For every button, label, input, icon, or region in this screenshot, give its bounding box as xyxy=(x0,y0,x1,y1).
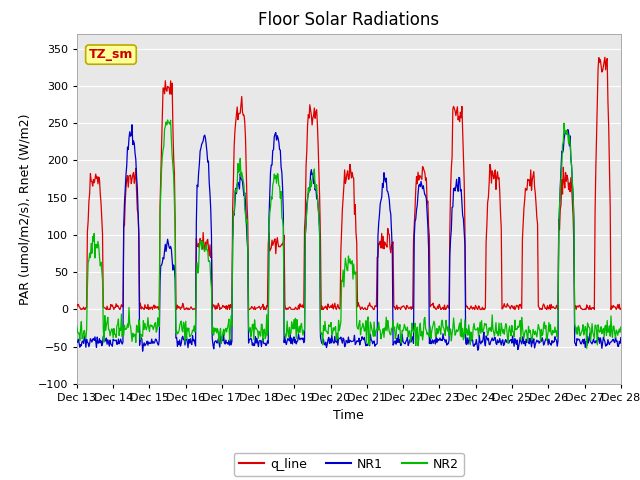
q_line xyxy=(195,240,202,246)
NR2 xyxy=(223,325,231,331)
NR2 xyxy=(83,326,90,332)
Line: q_line: q_line xyxy=(77,57,621,310)
NR1 xyxy=(617,335,625,341)
NR1 xyxy=(128,122,136,128)
NR1 xyxy=(83,336,90,342)
X-axis label: Time: Time xyxy=(333,408,364,421)
NR1 xyxy=(417,184,424,190)
q_line xyxy=(601,54,609,60)
q_line xyxy=(140,306,147,312)
q_line xyxy=(223,307,231,312)
Text: TZ_sm: TZ_sm xyxy=(89,48,133,61)
NR2 xyxy=(416,324,424,330)
NR2 xyxy=(583,346,591,351)
NR2 xyxy=(431,334,439,339)
NR1 xyxy=(224,341,232,347)
q_line xyxy=(73,304,81,310)
NR2 xyxy=(195,264,202,270)
NR1 xyxy=(196,161,204,167)
q_line xyxy=(84,229,92,235)
NR1 xyxy=(433,333,440,338)
NR2 xyxy=(139,334,147,339)
NR2 xyxy=(73,324,81,329)
q_line xyxy=(77,307,85,312)
q_line xyxy=(416,173,424,179)
q_line xyxy=(617,306,625,312)
Line: NR2: NR2 xyxy=(77,120,621,348)
NR1 xyxy=(140,340,148,346)
q_line xyxy=(431,306,439,312)
Line: NR1: NR1 xyxy=(77,125,621,351)
NR1 xyxy=(73,339,81,345)
NR2 xyxy=(164,117,172,123)
Legend: q_line, NR1, NR2: q_line, NR1, NR2 xyxy=(234,453,464,476)
NR1 xyxy=(139,348,147,354)
Y-axis label: PAR (umol/m2/s), Rnet (W/m2): PAR (umol/m2/s), Rnet (W/m2) xyxy=(19,113,32,304)
NR2 xyxy=(617,324,625,330)
Title: Floor Solar Radiations: Floor Solar Radiations xyxy=(258,11,440,29)
